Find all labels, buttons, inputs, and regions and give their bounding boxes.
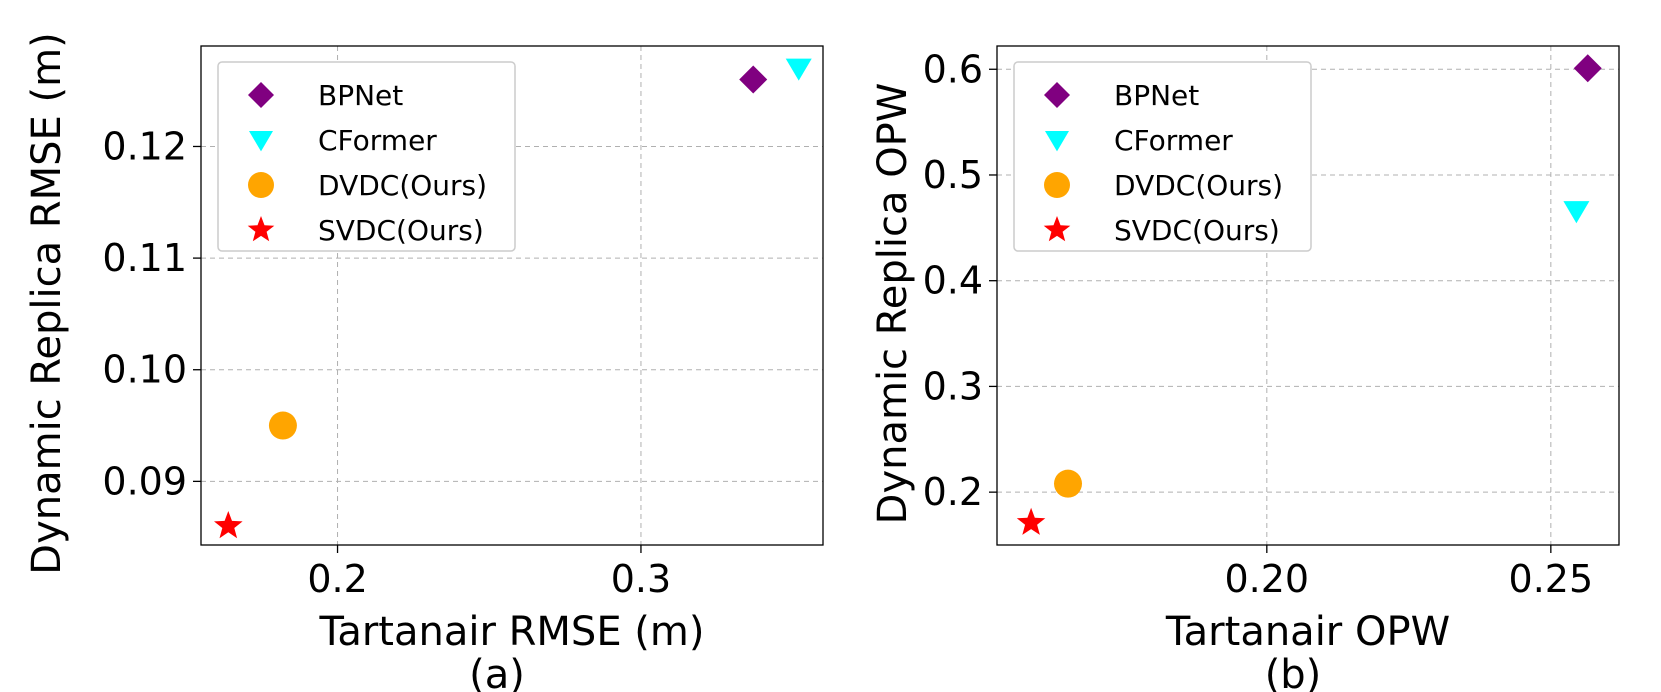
subplot-caption: (a) xyxy=(469,652,525,692)
y-axis-label: Dynamic Replica RMSE (m) xyxy=(24,32,70,574)
legend-label: SVDC(Ours) xyxy=(318,214,484,247)
legend-box xyxy=(217,61,516,252)
x-tick-label: 0.2 xyxy=(307,557,367,601)
point-bpnet xyxy=(739,65,768,94)
legend-label: DVDC(Ours) xyxy=(1114,169,1283,202)
legend-label: DVDC(Ours) xyxy=(318,169,487,202)
x-axis-label: Tartanair RMSE (m) xyxy=(319,609,705,655)
chart-a: 0.2 0.3 0.09 0.10 0.11 0.12 Tartanair RMSE (m)… xyxy=(24,32,824,692)
point-dvdc-ours xyxy=(1054,469,1083,498)
y-tick-label: 0.3 xyxy=(923,364,983,408)
y-tick-label: 0.4 xyxy=(923,259,983,303)
y-tick-label: 0.10 xyxy=(102,348,187,392)
y-tick-label: 0.5 xyxy=(923,153,983,197)
subplot-caption: (b) xyxy=(1265,652,1322,692)
x-tick-label: 0.20 xyxy=(1225,557,1310,601)
point-svdc-ours xyxy=(1016,507,1046,535)
legend-marker-svdc-ours xyxy=(1043,216,1071,242)
legend-label: BPNet xyxy=(1114,79,1199,112)
legend-marker-dvdc-ours xyxy=(248,172,274,198)
point-cformer xyxy=(785,58,812,81)
y-tick-label: 0.6 xyxy=(923,47,983,91)
y-tick-label: 0.2 xyxy=(923,470,983,514)
legend-label: CFormer xyxy=(318,124,437,157)
legend-marker-bpnet xyxy=(248,82,274,108)
legend-label: CFormer xyxy=(1114,124,1233,157)
y-tick-label: 0.09 xyxy=(102,459,187,503)
legend-label: SVDC(Ours) xyxy=(1114,214,1280,247)
x-tick-label: 0.25 xyxy=(1509,557,1594,601)
plot-frame xyxy=(996,45,1620,546)
point-bpnet xyxy=(1573,54,1602,83)
x-axis-label: Tartanair OPW xyxy=(1165,609,1450,655)
legend-marker-bpnet xyxy=(1044,82,1070,108)
legend-box xyxy=(1013,61,1312,252)
legend: BPNet CFormer DVDC(Ours) SVDC(Ours) xyxy=(1013,61,1312,252)
point-dvdc-ours xyxy=(268,411,297,440)
legend-marker-dvdc-ours xyxy=(1044,172,1070,198)
y-tick-label: 0.12 xyxy=(102,124,187,168)
x-tick-label: 0.3 xyxy=(611,557,671,601)
legend-marker-cformer xyxy=(1045,131,1069,152)
legend: BPNet CFormer DVDC(Ours) SVDC(Ours) xyxy=(217,61,516,252)
y-tick-label: 0.11 xyxy=(102,236,187,280)
plot-frame xyxy=(200,45,824,546)
point-cformer xyxy=(1563,201,1590,224)
legend-label: BPNet xyxy=(318,79,403,112)
legend-marker-svdc-ours xyxy=(247,216,275,242)
legend-marker-cformer xyxy=(249,131,273,152)
point-svdc-ours xyxy=(214,511,243,539)
y-axis-label: Dynamic Replica OPW xyxy=(870,83,916,525)
chart-b: 0.20 0.25 0.2 0.3 0.4 0.5 0.6 Tartanair OPW Dyna… xyxy=(870,45,1620,692)
